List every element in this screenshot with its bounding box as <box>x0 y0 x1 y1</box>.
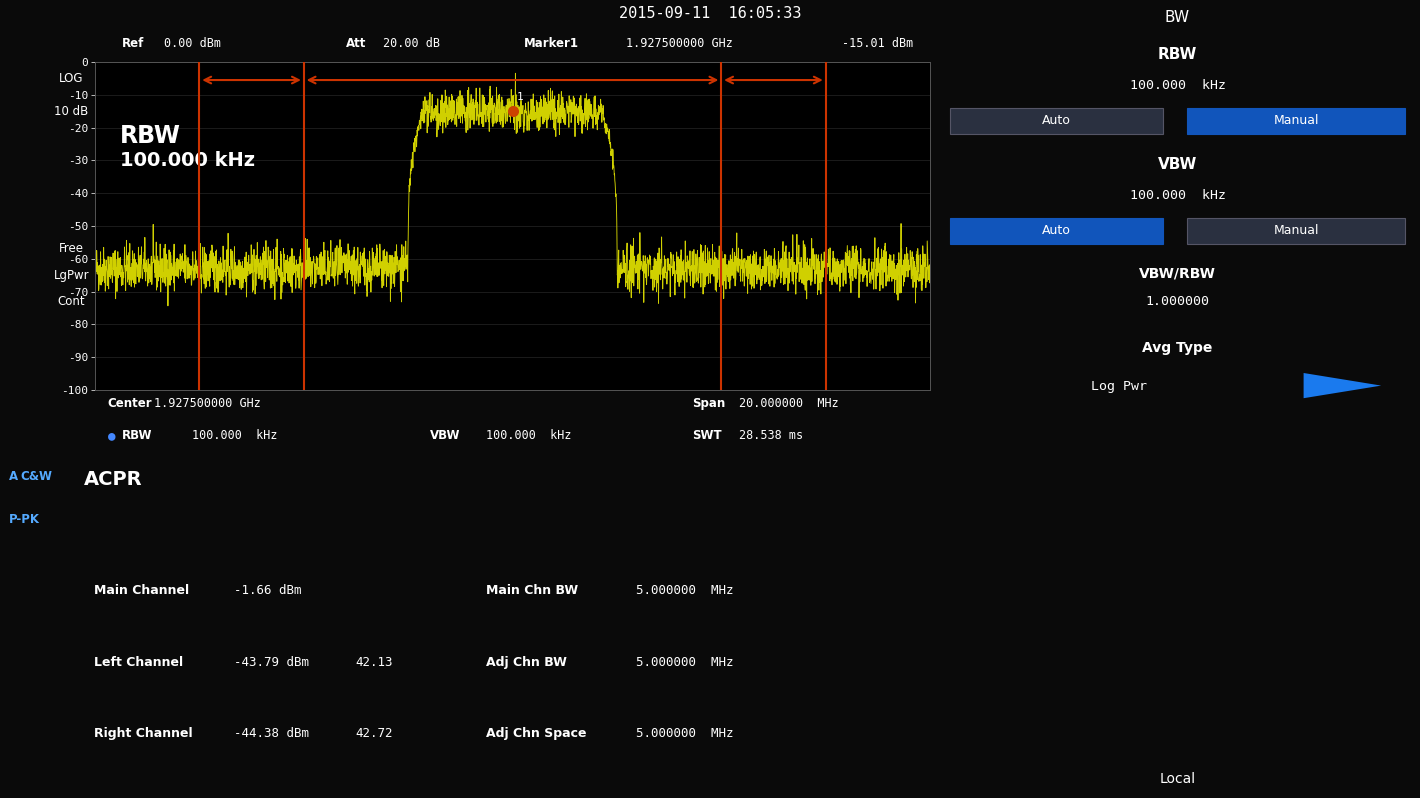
Text: SWT: SWT <box>692 429 721 442</box>
Text: Auto: Auto <box>1042 114 1071 127</box>
Text: BW: BW <box>1164 10 1190 25</box>
Text: RBW: RBW <box>1157 47 1197 62</box>
Text: Main Channel: Main Channel <box>94 584 189 598</box>
Text: Manual: Manual <box>1274 114 1319 127</box>
Text: 2015-09-11  16:05:33: 2015-09-11 16:05:33 <box>619 6 801 22</box>
Text: LgPwr: LgPwr <box>54 269 89 282</box>
Text: Log Pwr: Log Pwr <box>1092 380 1147 393</box>
Text: 20.00 dB: 20.00 dB <box>383 37 440 49</box>
Text: 1.927500000 GHz: 1.927500000 GHz <box>155 397 261 410</box>
Text: Marker1: Marker1 <box>524 37 578 49</box>
Text: Free: Free <box>58 243 84 255</box>
Text: Center: Center <box>108 397 152 410</box>
Text: VBW: VBW <box>430 429 460 442</box>
Text: C&W: C&W <box>20 471 53 484</box>
Text: 5.000000  MHz: 5.000000 MHz <box>636 656 733 669</box>
Text: -15.01 dBm: -15.01 dBm <box>842 37 913 49</box>
Text: Ref: Ref <box>122 37 143 49</box>
Text: 10 dB: 10 dB <box>54 105 88 117</box>
Text: 1.000000: 1.000000 <box>1146 295 1210 308</box>
Text: 0.00 dBm: 0.00 dBm <box>163 37 220 49</box>
Bar <box>1187 218 1406 244</box>
Text: -44.38 dBm: -44.38 dBm <box>234 727 308 740</box>
Text: Cont: Cont <box>57 295 85 308</box>
Text: 100.000 kHz: 100.000 kHz <box>121 151 256 169</box>
Text: RBW: RBW <box>122 429 152 442</box>
Text: 5.000000  MHz: 5.000000 MHz <box>636 727 733 740</box>
Bar <box>950 218 1163 244</box>
Text: 100.000  kHz: 100.000 kHz <box>1129 79 1225 92</box>
Text: Adj Chn Space: Adj Chn Space <box>486 727 586 740</box>
Text: A: A <box>10 471 18 484</box>
Polygon shape <box>1304 373 1382 398</box>
Text: ●: ● <box>108 429 115 442</box>
Text: Manual: Manual <box>1274 224 1319 237</box>
Text: -43.79 dBm: -43.79 dBm <box>234 656 308 669</box>
Text: 5.000000  MHz: 5.000000 MHz <box>636 584 733 598</box>
Text: ACPR: ACPR <box>84 471 143 489</box>
Text: 100.000  kHz: 100.000 kHz <box>1129 189 1225 202</box>
Text: P-PK: P-PK <box>10 513 40 526</box>
Text: Adj Chn BW: Adj Chn BW <box>486 656 567 669</box>
Text: Att: Att <box>346 37 366 49</box>
Text: 100.000  kHz: 100.000 kHz <box>192 429 277 442</box>
Text: 42.13: 42.13 <box>355 656 393 669</box>
Text: -1.66 dBm: -1.66 dBm <box>234 584 301 598</box>
Text: LOG: LOG <box>60 72 84 85</box>
Text: Avg Type: Avg Type <box>1142 341 1213 355</box>
Text: Right Channel: Right Channel <box>94 727 192 740</box>
Text: Auto: Auto <box>1042 224 1071 237</box>
Text: 1: 1 <box>517 92 524 101</box>
Text: VBW: VBW <box>1157 157 1197 172</box>
Text: 100.000  kHz: 100.000 kHz <box>486 429 572 442</box>
Text: VBW/RBW: VBW/RBW <box>1139 267 1216 280</box>
Text: RBW: RBW <box>121 124 180 148</box>
Text: 28.538 ms: 28.538 ms <box>738 429 802 442</box>
Text: Left Channel: Left Channel <box>94 656 183 669</box>
Bar <box>950 108 1163 134</box>
Text: Local: Local <box>1160 772 1196 786</box>
Text: 1.927500000 GHz: 1.927500000 GHz <box>626 37 733 49</box>
Text: 42.72: 42.72 <box>355 727 393 740</box>
Bar <box>1187 108 1406 134</box>
Text: Main Chn BW: Main Chn BW <box>486 584 578 598</box>
Text: Span: Span <box>692 397 726 410</box>
Text: 20.000000  MHz: 20.000000 MHz <box>738 397 838 410</box>
